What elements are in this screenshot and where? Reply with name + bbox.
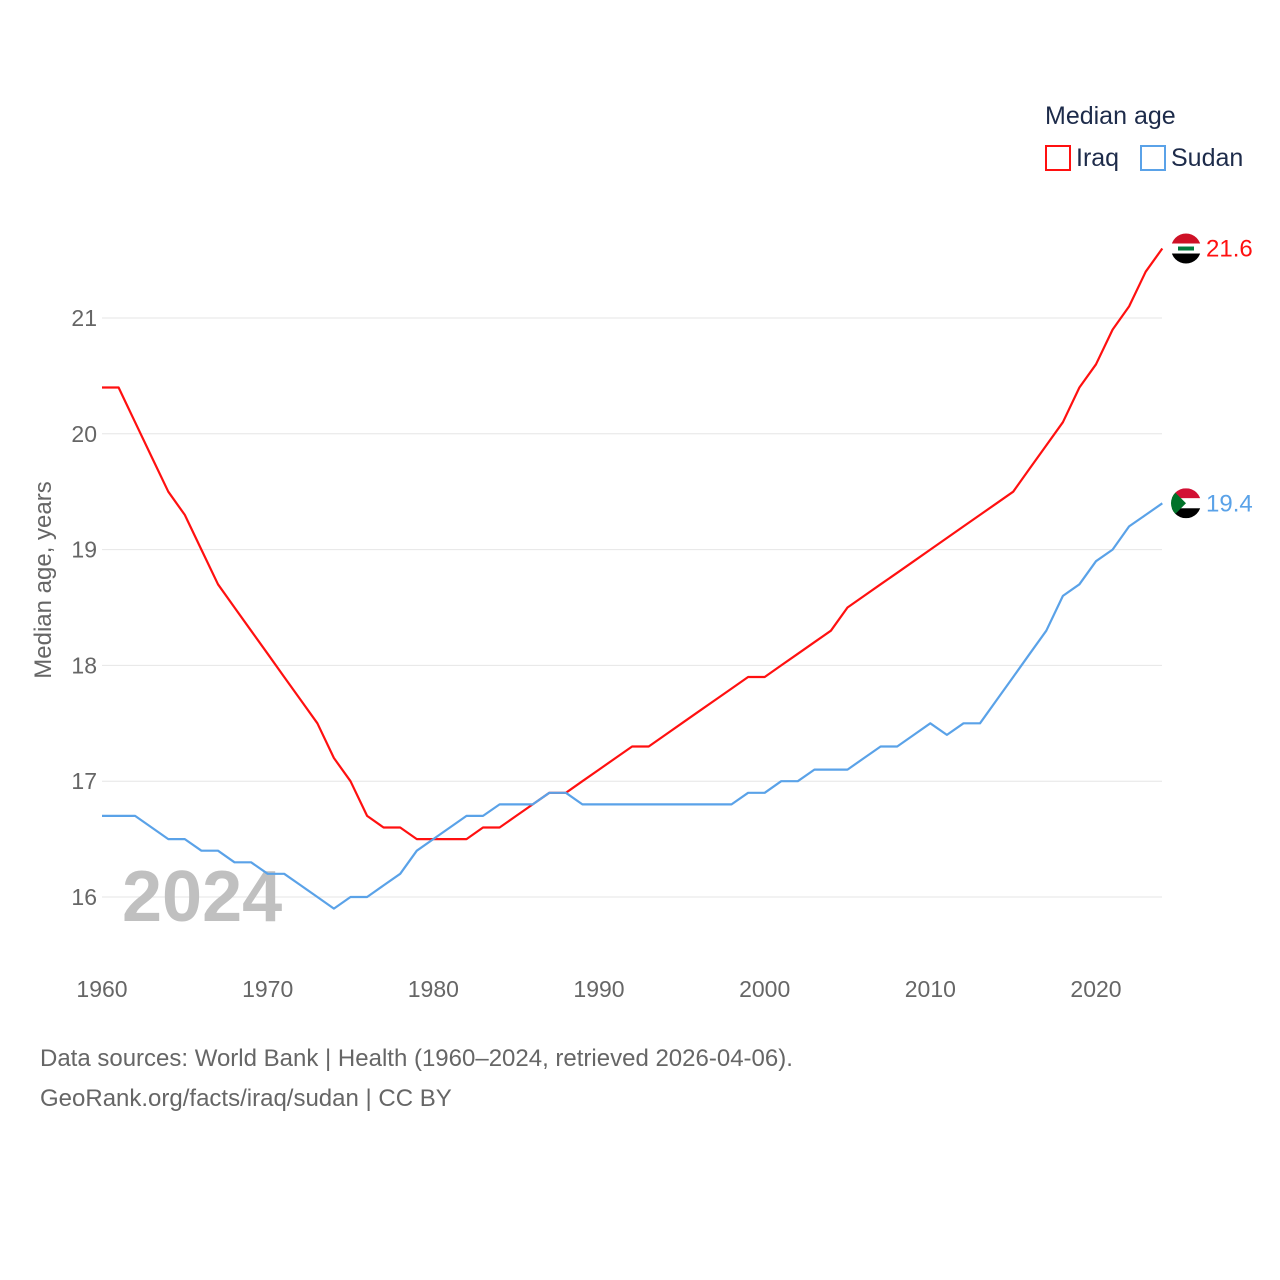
end-label-iraq: 21.6 [1206,236,1253,263]
x-tick-label: 1990 [573,976,624,1002]
legend-item-sudan[interactable]: Sudan [1140,144,1243,172]
data-source-text: Data sources: World Bank | Health (1960–… [40,1045,793,1072]
y-tick-label: 19 [71,537,97,563]
x-tick-label: 1980 [408,976,459,1002]
flag-iraq-icon [1171,233,1201,264]
legend-title: Median age [1045,102,1176,130]
x-tick-label: 2010 [905,976,956,1002]
series-lines [102,247,1164,910]
y-tick-label: 17 [71,768,97,794]
x-tick-label: 1960 [76,976,127,1002]
y-axis-ticks: 16 17 18 19 20 21 [71,305,97,910]
series-line-sudan[interactable] [102,502,1163,910]
legend-swatch-iraq [1045,145,1071,171]
y-axis-label: Median age, years [30,481,57,678]
legend-swatch-sudan [1140,145,1166,171]
series-end-labels: 21.6 19.4 [1171,233,1253,519]
legend-label-iraq: Iraq [1076,144,1119,172]
attribution-link[interactable]: GeoRank.org/facts/iraq/sudan | CC BY [40,1085,452,1112]
x-tick-label: 2000 [739,976,790,1002]
year-watermark: 2024 [122,857,282,937]
x-axis-ticks: 1960 1970 1980 1990 2000 2010 2020 [76,976,1121,1002]
x-tick-label: 1970 [242,976,293,1002]
gridlines [102,317,1162,898]
y-tick-label: 20 [71,421,97,447]
y-tick-label: 16 [71,884,97,910]
series-line-iraq[interactable] [102,247,1164,841]
legend-item-iraq[interactable]: Iraq [1045,144,1119,172]
y-tick-label: 21 [71,305,97,331]
x-tick-label: 2020 [1070,976,1121,1002]
y-tick-label: 18 [71,652,97,678]
flag-sudan-icon [1171,488,1201,519]
legend-label-sudan: Sudan [1171,144,1243,172]
end-label-sudan: 19.4 [1206,490,1253,517]
